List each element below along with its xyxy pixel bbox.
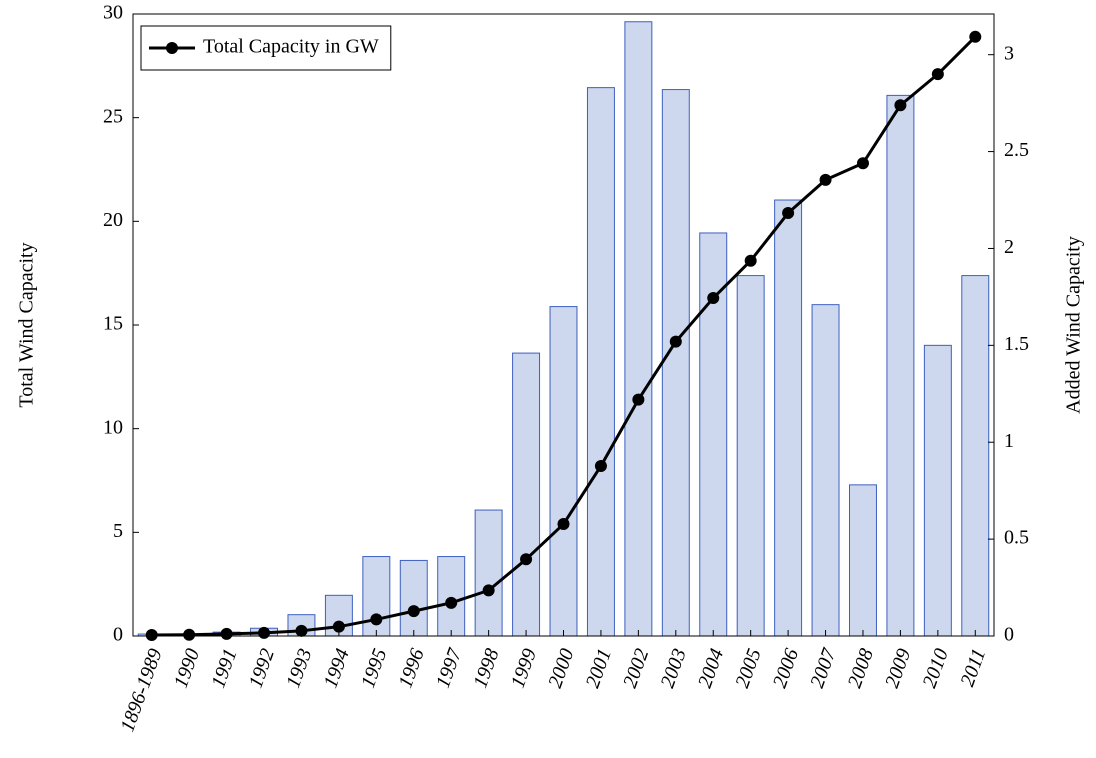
y2-tick-label: 3 <box>1004 42 1014 64</box>
x-tick-label: 2006 <box>769 646 803 691</box>
y2-tick-label: 0 <box>1004 624 1014 646</box>
line-point <box>295 624 308 637</box>
line-point <box>632 393 645 406</box>
line-point <box>557 518 570 531</box>
y2-axis-label: Added Wind Capacity <box>1063 236 1085 414</box>
line-point <box>145 628 158 641</box>
line-point <box>258 626 271 639</box>
legend-marker <box>166 42 178 54</box>
y-tick-label: 30 <box>103 2 123 24</box>
line-point <box>782 207 795 220</box>
bar <box>736 275 765 637</box>
x-tick-label: 1999 <box>507 646 541 691</box>
x-tick-label: 1990 <box>170 646 204 691</box>
y2-tick-label: 2 <box>1004 236 1014 258</box>
bar <box>437 556 466 637</box>
line-point <box>520 553 533 566</box>
x-tick-label: 1994 <box>320 646 354 691</box>
y2-tick-label: 1.5 <box>1004 333 1029 355</box>
x-tick-label: 1996 <box>394 646 428 691</box>
y-tick-label: 25 <box>103 105 123 127</box>
x-tick-label: 1995 <box>357 646 391 691</box>
line-point <box>482 584 495 597</box>
x-tick-label: 1998 <box>469 646 503 691</box>
line-point <box>183 628 196 641</box>
line-point <box>445 596 458 609</box>
line-point <box>220 627 233 640</box>
x-tick-label: 2003 <box>656 646 690 691</box>
bar <box>811 304 840 637</box>
bar <box>624 21 653 637</box>
y2-tick-label: 0.5 <box>1004 527 1029 549</box>
line-point <box>969 30 982 43</box>
line-point <box>669 335 682 348</box>
x-tick-label: 2005 <box>731 646 765 691</box>
y2-tick-label: 2.5 <box>1004 139 1029 161</box>
line-point <box>744 254 757 267</box>
y-tick-label: 5 <box>113 520 123 542</box>
x-tick-label: 2011 <box>956 646 990 690</box>
bar <box>961 275 990 637</box>
x-tick-label: 2002 <box>619 646 653 691</box>
line-point <box>707 292 720 305</box>
x-tick-label: 1993 <box>282 646 316 691</box>
y-tick-label: 10 <box>103 416 123 438</box>
bar <box>474 509 503 637</box>
y-tick-label: 0 <box>113 624 123 646</box>
bar <box>586 87 615 637</box>
line-point <box>332 620 345 633</box>
line-point <box>370 613 383 626</box>
line-point <box>407 605 420 618</box>
line-point <box>856 157 869 170</box>
x-tick-label: 2004 <box>694 646 728 691</box>
bar <box>849 484 877 637</box>
x-tick-label: 2008 <box>844 646 878 691</box>
y2-tick-label: 1 <box>1004 430 1014 452</box>
x-tick-label: 2010 <box>919 646 953 691</box>
y-axis-label: Total Wind Capacity <box>16 242 38 407</box>
bar <box>512 352 541 637</box>
bar <box>886 94 915 637</box>
x-tick-label: 2007 <box>806 645 841 691</box>
x-tick-label: 2000 <box>544 646 578 691</box>
x-tick-label: 1997 <box>432 645 467 691</box>
x-tick-label: 1896-1989 <box>116 646 166 735</box>
x-tick-label: 1991 <box>207 646 241 691</box>
bar <box>549 306 578 637</box>
bar <box>399 559 428 637</box>
line-point <box>894 99 907 112</box>
y-tick-label: 20 <box>103 209 123 231</box>
line-point <box>819 173 832 186</box>
bar <box>661 89 690 637</box>
bar <box>923 344 952 637</box>
line-point <box>931 68 944 81</box>
bar <box>774 199 803 637</box>
legend-label: Total Capacity in GW <box>203 36 379 58</box>
x-tick-label: 2001 <box>582 646 616 691</box>
line-point <box>594 459 607 472</box>
y-tick-label: 15 <box>103 313 123 335</box>
x-tick-label: 1992 <box>245 646 279 691</box>
x-tick-label: 2009 <box>881 646 915 691</box>
